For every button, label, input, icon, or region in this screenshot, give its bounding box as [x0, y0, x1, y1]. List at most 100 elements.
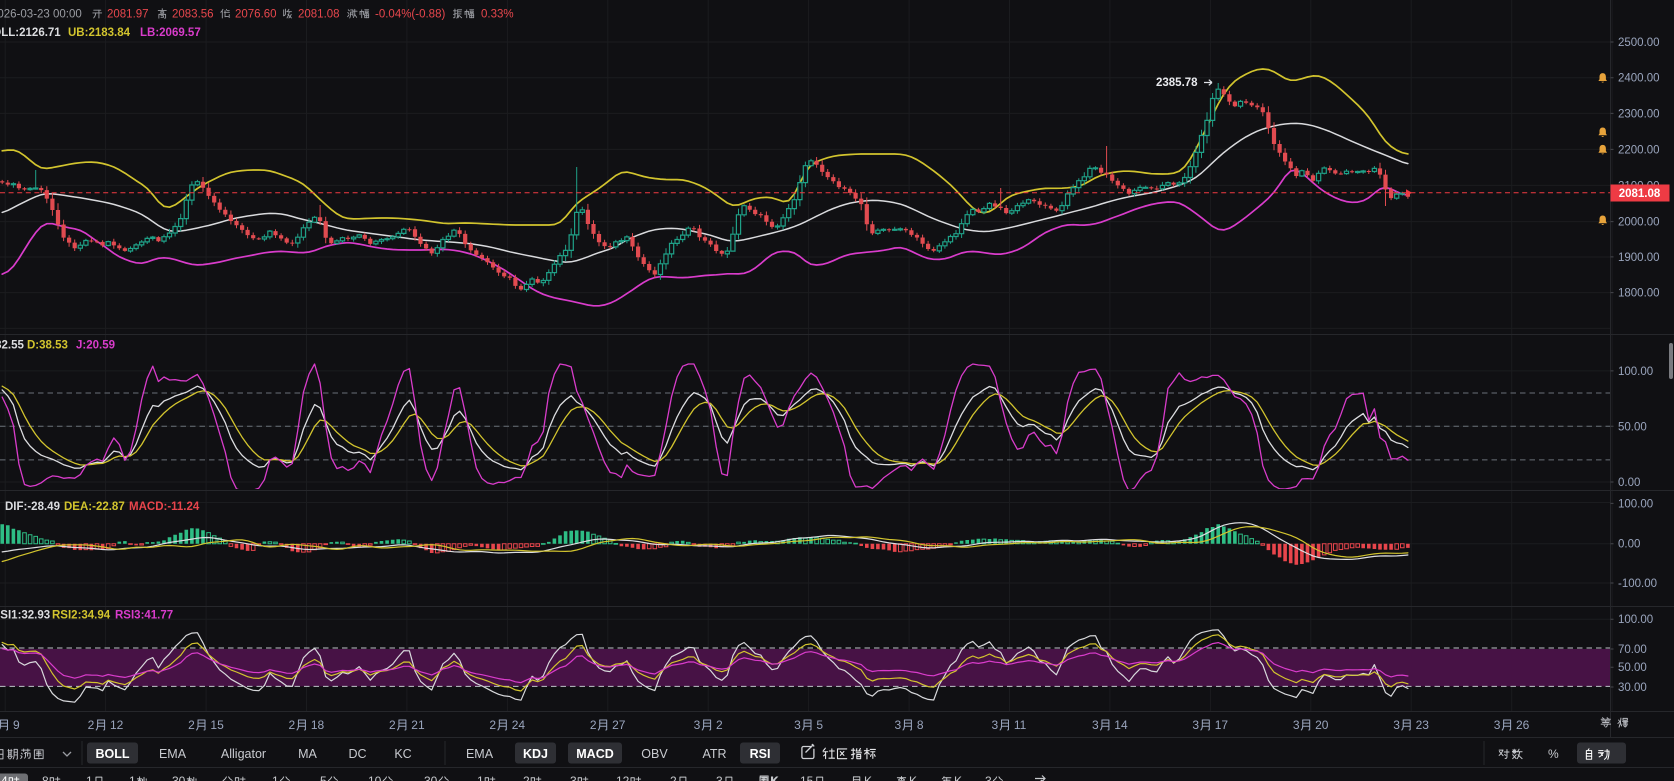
svg-text:5: 5 — [320, 774, 327, 781]
svg-text:8: 8 — [42, 774, 49, 781]
svg-text:K: K — [909, 774, 917, 781]
svg-text:%: % — [1548, 747, 1559, 761]
svg-text:30: 30 — [424, 774, 438, 781]
svg-text:BOLL:2126.71: BOLL:2126.71 — [0, 27, 61, 39]
svg-text:30: 30 — [172, 774, 186, 781]
svg-text:12: 12 — [110, 718, 124, 732]
svg-text:2076.60: 2076.60 — [235, 9, 277, 21]
svg-text:11: 11 — [1014, 718, 1027, 732]
svg-text:1: 1 — [129, 774, 136, 781]
svg-text:3: 3 — [895, 718, 902, 732]
svg-text:2: 2 — [489, 718, 496, 732]
svg-text:D:38.53: D:38.53 — [27, 340, 68, 352]
svg-text:70.00: 70.00 — [1618, 644, 1647, 656]
svg-text:2081.97: 2081.97 — [107, 9, 149, 21]
svg-text:OBV: OBV — [641, 747, 668, 761]
svg-text:3: 3 — [1393, 718, 1400, 732]
svg-text:BOLL: BOLL — [95, 747, 129, 761]
svg-text:ATR: ATR — [702, 747, 726, 761]
svg-text:3: 3 — [694, 718, 701, 732]
svg-text:2300.00: 2300.00 — [1618, 108, 1660, 120]
svg-text:3: 3 — [992, 718, 999, 732]
svg-text:3: 3 — [1192, 718, 1199, 732]
svg-text:DEA:-22.87: DEA:-22.87 — [64, 501, 125, 513]
svg-text:K: K — [954, 774, 962, 781]
svg-text:18: 18 — [311, 718, 325, 732]
svg-text:21: 21 — [411, 718, 425, 732]
svg-text:15: 15 — [210, 718, 224, 732]
svg-text:17: 17 — [1215, 718, 1229, 732]
svg-text:J:20.59: J:20.59 — [76, 340, 115, 352]
svg-text:2200.00: 2200.00 — [1618, 144, 1660, 156]
svg-text:RSI1:32.93: RSI1:32.93 — [0, 610, 50, 622]
svg-text:DIF:-28.49: DIF:-28.49 — [5, 501, 60, 513]
svg-text:K: K — [771, 774, 779, 781]
svg-text:MACD: MACD — [576, 747, 614, 761]
svg-text:3: 3 — [716, 774, 723, 781]
svg-text:K:32.55: K:32.55 — [0, 340, 25, 352]
svg-text:2500.00: 2500.00 — [1618, 37, 1660, 49]
svg-text:5: 5 — [816, 718, 823, 732]
svg-text:8: 8 — [917, 718, 924, 732]
svg-text:0.33%: 0.33% — [481, 9, 514, 21]
svg-text:3: 3 — [1293, 718, 1300, 732]
svg-text:KDJ: KDJ — [523, 747, 548, 761]
svg-text:RSI2:34.94: RSI2:34.94 — [52, 610, 111, 622]
svg-text:EMA: EMA — [466, 747, 494, 761]
svg-text:3: 3 — [1092, 718, 1099, 732]
svg-text:K: K — [864, 774, 872, 781]
svg-text:100.00: 100.00 — [1618, 614, 1653, 626]
svg-text:2026-03-23 00:00: 2026-03-23 00:00 — [0, 9, 82, 21]
svg-text:3: 3 — [1494, 718, 1501, 732]
svg-text:2000.00: 2000.00 — [1618, 217, 1660, 229]
svg-text:LB:2069.57: LB:2069.57 — [140, 27, 201, 39]
svg-text:27: 27 — [612, 718, 626, 732]
svg-text:0.00: 0.00 — [1618, 539, 1640, 551]
svg-text:15: 15 — [800, 774, 814, 781]
svg-text:2081.08: 2081.08 — [1619, 188, 1661, 200]
svg-text:3: 3 — [985, 774, 992, 781]
svg-text:100.00: 100.00 — [1618, 366, 1653, 378]
svg-text:2081.08: 2081.08 — [298, 9, 340, 21]
svg-text:1800.00: 1800.00 — [1618, 288, 1660, 300]
svg-text:-100.00: -100.00 — [1618, 578, 1657, 590]
svg-text:30.00: 30.00 — [1618, 682, 1647, 694]
svg-text:2: 2 — [88, 718, 95, 732]
svg-text:3: 3 — [570, 774, 577, 781]
svg-text:2400.00: 2400.00 — [1618, 73, 1660, 85]
svg-text:2: 2 — [289, 718, 296, 732]
svg-text:20: 20 — [1315, 718, 1329, 732]
svg-text:14: 14 — [1114, 718, 1128, 732]
svg-text:10: 10 — [368, 774, 382, 781]
svg-text:50.00: 50.00 — [1618, 421, 1647, 433]
svg-text:23: 23 — [1416, 718, 1430, 732]
svg-text:4: 4 — [1, 774, 8, 781]
svg-text:0.00: 0.00 — [1618, 477, 1640, 489]
svg-text:2: 2 — [590, 718, 597, 732]
svg-text:Alligator: Alligator — [221, 747, 266, 761]
svg-text:9: 9 — [13, 718, 20, 732]
svg-text:UB:2183.84: UB:2183.84 — [68, 27, 131, 39]
svg-text:2: 2 — [523, 774, 530, 781]
svg-text:26: 26 — [1516, 718, 1530, 732]
svg-text:MA: MA — [298, 747, 317, 761]
svg-text:2: 2 — [389, 718, 396, 732]
svg-text:RSI3:41.77: RSI3:41.77 — [115, 610, 173, 622]
svg-text:3: 3 — [794, 718, 801, 732]
svg-text:24: 24 — [512, 718, 526, 732]
svg-text:2: 2 — [670, 774, 677, 781]
svg-text:1900.00: 1900.00 — [1618, 252, 1660, 264]
svg-text:2: 2 — [188, 718, 195, 732]
svg-text:2083.56: 2083.56 — [172, 9, 214, 21]
svg-text:RSI: RSI — [750, 747, 771, 761]
svg-text:EMA: EMA — [159, 747, 187, 761]
svg-text:-0.04%(-0.88): -0.04%(-0.88) — [375, 9, 445, 21]
svg-text:1: 1 — [477, 774, 484, 781]
svg-text:12: 12 — [616, 774, 630, 781]
svg-text:2: 2 — [716, 718, 723, 732]
svg-text:2385.78: 2385.78 — [1156, 77, 1198, 89]
svg-text:KC: KC — [394, 747, 411, 761]
svg-text:周K: 周K — [758, 774, 778, 781]
svg-text:DC: DC — [348, 747, 366, 761]
svg-text:1: 1 — [272, 774, 279, 781]
